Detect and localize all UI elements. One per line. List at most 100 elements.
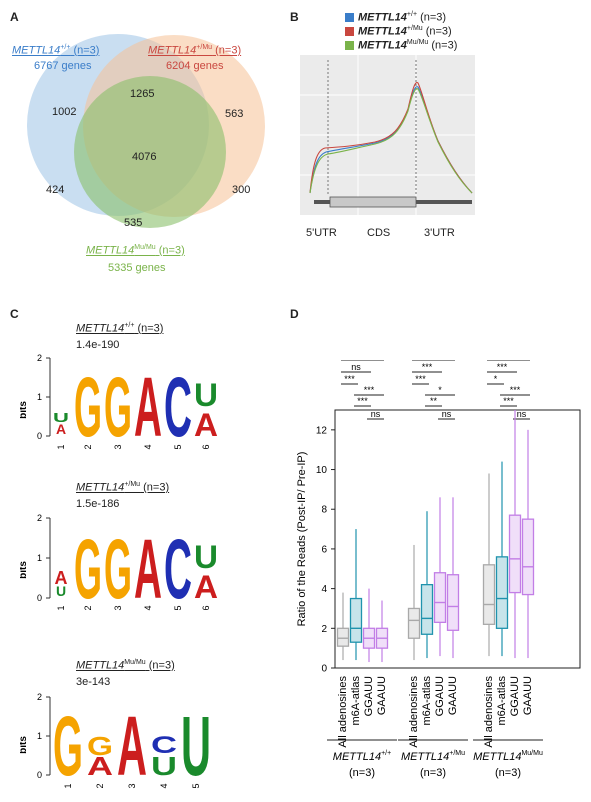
svg-text:4: 4 bbox=[143, 444, 153, 449]
group-label: METTL14Mu/Mu bbox=[473, 750, 543, 763]
legend-swatch bbox=[345, 40, 354, 50]
motif-letter: A bbox=[56, 421, 66, 437]
region-label-cds: CDS bbox=[367, 227, 391, 239]
box-2-1 bbox=[495, 461, 509, 657]
motif-letter: A bbox=[194, 407, 218, 443]
sig-label: *** bbox=[497, 362, 508, 372]
venn-region-ac: 424 bbox=[46, 184, 65, 196]
y-tick-label: 10 bbox=[316, 465, 328, 476]
x-tick-label: m6A-atlas bbox=[350, 676, 362, 726]
x-tick-label: All adenosines bbox=[483, 676, 495, 748]
motif-letter: U bbox=[194, 539, 218, 575]
motif-letter: G bbox=[53, 699, 83, 793]
metagene-legend: METTL14+/+ (n=3) METTL14+/Mu (n=3) METTL… bbox=[345, 10, 457, 52]
panel-label-a: A bbox=[10, 10, 19, 24]
svg-text:5: 5 bbox=[191, 783, 201, 788]
panel-label-b: B bbox=[290, 10, 299, 24]
x-tick-label: GAAUU bbox=[376, 676, 388, 715]
sig-label: *** bbox=[510, 385, 521, 395]
svg-text:1: 1 bbox=[37, 392, 42, 402]
sig-label: ns bbox=[371, 409, 381, 419]
sig-label: *** bbox=[357, 396, 368, 406]
x-tick-label: GAAUU bbox=[522, 676, 534, 715]
curve-mu bbox=[309, 88, 473, 194]
motif-evalue-mu: 3e-143 bbox=[76, 676, 111, 688]
sig-label: *** bbox=[422, 362, 433, 372]
motif-letter: C bbox=[164, 522, 192, 615]
box-body bbox=[521, 518, 535, 596]
motif-letter: U bbox=[56, 583, 66, 599]
motif-letter: U bbox=[194, 377, 218, 413]
motif-letter: A bbox=[134, 360, 162, 454]
venn-count-het: 6204 genes bbox=[166, 60, 224, 72]
y-tick-label: 12 bbox=[316, 425, 328, 436]
box-body bbox=[349, 597, 363, 643]
svg-text:2: 2 bbox=[37, 353, 42, 363]
x-tick-label: All adenosines bbox=[337, 676, 349, 748]
svg-text:2: 2 bbox=[83, 444, 93, 449]
motif-letter: A bbox=[55, 568, 68, 588]
motif-title-mu: METTL14Mu/Mu (n=3) bbox=[76, 659, 175, 672]
motif-logo-mu: bits 0 1 2 G G A A C U U 1 2 3 4 5 bbox=[20, 692, 211, 793]
svg-text:2: 2 bbox=[37, 692, 42, 702]
metagene-plot bbox=[300, 55, 475, 215]
region-label-3utr: 3'UTR bbox=[424, 227, 455, 239]
venn-circle-mu bbox=[74, 76, 226, 228]
sig-label: * bbox=[438, 385, 442, 395]
sig-label: ns bbox=[442, 409, 452, 419]
svg-text:2: 2 bbox=[95, 783, 105, 788]
svg-text:5: 5 bbox=[173, 444, 183, 449]
x-tick-label: GAAUU bbox=[447, 676, 459, 715]
box-0-0 bbox=[336, 592, 350, 661]
y-tick-label: 8 bbox=[321, 505, 327, 516]
boxplot-chart: Ratio of the Reads (Post-IP/ Pre-IP) 0 2 4… bbox=[296, 360, 581, 779]
motif-logo-het: bits 0 1 2 A U G G A C U A 1 2 3 4 5 6 bbox=[20, 513, 218, 615]
x-tick-label: GGAUU bbox=[434, 676, 446, 716]
svg-text:0: 0 bbox=[37, 431, 42, 441]
legend-swatch bbox=[345, 26, 354, 36]
sig-label: ns bbox=[351, 362, 361, 372]
box-0-3 bbox=[375, 600, 389, 663]
box-body bbox=[495, 556, 509, 629]
svg-text:4: 4 bbox=[159, 783, 169, 788]
y-tick-label: 6 bbox=[321, 544, 327, 555]
legend-item-wt: METTL14+/+ (n=3) bbox=[345, 10, 457, 24]
box-body bbox=[336, 627, 350, 647]
motif-logo-wt: bits 0 1 2 U A G G A C U A 1 2 3 4 5 6 bbox=[20, 353, 218, 454]
venn-region-ab: 1265 bbox=[130, 88, 155, 100]
venn-region-c-only: 535 bbox=[124, 217, 143, 229]
venn-label-mu: METTL14Mu/Mu (n=3) bbox=[86, 244, 185, 257]
svg-text:3: 3 bbox=[113, 605, 123, 610]
legend-item-het: METTL14+/Mu (n=3) bbox=[345, 24, 457, 38]
motif-letter: C bbox=[164, 360, 192, 454]
region-label-5utr: 5'UTR bbox=[306, 227, 337, 239]
box-0-1 bbox=[349, 529, 363, 661]
plot-frame bbox=[334, 409, 581, 669]
motif-letter: G bbox=[74, 360, 102, 454]
box-body bbox=[482, 564, 496, 625]
legend-swatch bbox=[345, 12, 354, 22]
group-n-label: (n=3) bbox=[420, 767, 446, 779]
motif-title-het: METTL14+/Mu (n=3) bbox=[76, 481, 170, 494]
svg-text:6: 6 bbox=[201, 444, 211, 449]
motif-letter: U bbox=[53, 410, 69, 425]
y-tick-label: 2 bbox=[321, 624, 327, 635]
box-body bbox=[407, 607, 421, 639]
svg-text:1: 1 bbox=[56, 444, 66, 449]
sig-label: *** bbox=[415, 374, 426, 384]
venn-region-a-only: 1002 bbox=[52, 106, 77, 118]
sig-label: *** bbox=[364, 385, 375, 395]
svg-text:5: 5 bbox=[173, 605, 183, 610]
panel-label-c: C bbox=[10, 307, 19, 321]
motif-letter: A bbox=[87, 751, 113, 781]
y-axis-label: Ratio of the Reads (Post-IP/ Pre-IP) bbox=[296, 452, 308, 627]
x-tick-label: m6A-atlas bbox=[496, 676, 508, 726]
y-tick-label: 0 bbox=[321, 664, 327, 675]
box-1-2 bbox=[433, 497, 447, 657]
bits-label: bits bbox=[20, 401, 29, 419]
box-0-2 bbox=[362, 588, 376, 663]
svg-text:1: 1 bbox=[37, 553, 42, 563]
svg-text:0: 0 bbox=[37, 770, 42, 780]
legend-item-mu: METTL14Mu/Mu (n=3) bbox=[345, 38, 457, 52]
